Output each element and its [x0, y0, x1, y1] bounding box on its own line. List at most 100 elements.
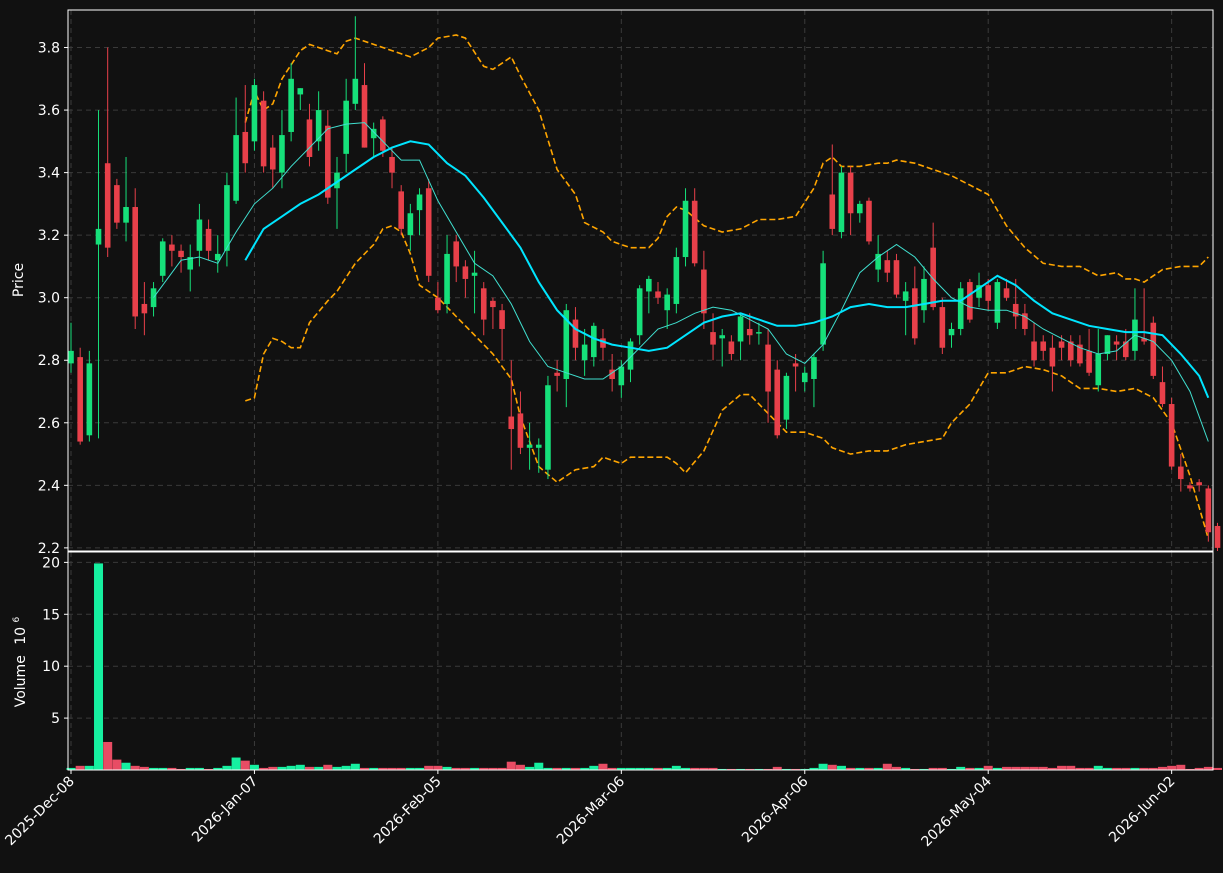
candle-body — [1012, 303, 1019, 317]
candle-body — [893, 260, 900, 295]
volume-grid — [68, 552, 1213, 770]
lower-band-line — [245, 224, 1210, 539]
volume-bar — [635, 767, 645, 770]
volume-bar — [681, 767, 691, 770]
volume-bar — [846, 767, 856, 770]
candle-body — [535, 444, 542, 448]
candle-body — [77, 357, 83, 442]
candle-body — [1095, 353, 1102, 386]
candle-body — [425, 188, 432, 276]
volume-bar — [607, 767, 617, 770]
volume-bar — [836, 765, 846, 770]
volume-bar — [295, 764, 305, 770]
candle-body — [948, 328, 955, 336]
volume-bar — [1075, 767, 1085, 770]
volume-bar — [974, 767, 984, 770]
candle-body — [462, 266, 469, 279]
volume-bar — [433, 765, 443, 770]
volume-bar — [800, 768, 810, 770]
candle-body — [1049, 347, 1056, 367]
volume-bar — [965, 767, 975, 770]
candle-body — [490, 300, 496, 308]
candle-body — [875, 253, 881, 270]
candle-body — [719, 335, 726, 339]
candle-body — [68, 350, 74, 364]
candle-body — [1196, 482, 1202, 486]
price-panel-frame — [67, 9, 1214, 552]
volume-bar — [424, 765, 434, 770]
candle-body — [196, 219, 203, 251]
volume-bar — [75, 765, 85, 770]
candle-body — [1058, 341, 1065, 348]
price-tick-label: 2.8 — [38, 353, 60, 369]
volume-tick-label: 10 — [42, 659, 60, 675]
candle-body — [389, 156, 395, 173]
volume-bar — [992, 767, 1002, 770]
volume-bar — [956, 766, 966, 770]
volume-bar — [983, 765, 993, 770]
candle-body — [636, 288, 643, 336]
volume-bar — [901, 767, 911, 770]
volume-bar — [791, 768, 801, 770]
candle-body — [545, 385, 551, 470]
candle-body — [1003, 288, 1010, 298]
volume-bar — [185, 767, 195, 770]
volume-bar — [1130, 767, 1140, 770]
volume-bar — [543, 767, 553, 770]
volume-bar — [396, 767, 406, 770]
volume-bar — [1029, 766, 1039, 770]
volume-bar — [937, 767, 947, 770]
candle-body — [673, 257, 680, 304]
candle-body — [205, 228, 212, 251]
volume-bar — [690, 767, 700, 770]
candle-body — [141, 303, 148, 314]
volume-bar — [460, 767, 470, 770]
volume-bar — [1093, 765, 1103, 770]
candle-body — [251, 85, 258, 142]
volume-bar — [378, 767, 388, 770]
price-axis-label: Price — [11, 263, 27, 297]
candle-body — [233, 135, 239, 201]
volume-bar — [506, 761, 516, 770]
candle-body — [224, 185, 230, 251]
candle-body — [370, 128, 377, 139]
volume-y-ticks: 5 10 15 20 — [42, 555, 68, 727]
candle-body — [792, 363, 799, 367]
volume-bar — [1139, 767, 1149, 770]
volume-bar — [167, 767, 177, 770]
candle-body — [315, 110, 322, 142]
volume-bar — [405, 767, 415, 770]
candle-body — [976, 285, 982, 298]
price-tick-label: 2.6 — [38, 416, 60, 432]
volume-bar — [809, 767, 819, 770]
volume-bar — [415, 767, 425, 770]
volume-bar — [1084, 767, 1094, 770]
candle-body — [820, 263, 826, 345]
candle-body — [1214, 525, 1221, 548]
price-tick-label: 3.2 — [38, 228, 60, 244]
volume-bars — [66, 563, 1222, 770]
volume-bar — [360, 767, 370, 770]
volume-bar — [1112, 767, 1122, 770]
candle-body — [361, 85, 368, 148]
candle-body — [902, 291, 909, 301]
candle-body — [1040, 341, 1047, 351]
candle-body — [884, 260, 891, 273]
volume-axis-label: Volume 10 6 — [12, 616, 29, 707]
candles — [68, 16, 1221, 551]
candle-body — [334, 172, 340, 189]
candle-body — [398, 191, 404, 229]
candle-body — [269, 147, 276, 170]
volume-panel-frame — [67, 551, 1214, 771]
volume-bar — [653, 767, 663, 770]
volume-bar — [130, 765, 140, 770]
candle-body — [646, 278, 652, 292]
volume-bar — [781, 768, 791, 770]
volume-bar — [1121, 767, 1131, 770]
candle-body — [1187, 485, 1193, 489]
candle-body — [912, 288, 918, 339]
candle-body — [572, 319, 579, 348]
volume-bar — [231, 757, 241, 770]
